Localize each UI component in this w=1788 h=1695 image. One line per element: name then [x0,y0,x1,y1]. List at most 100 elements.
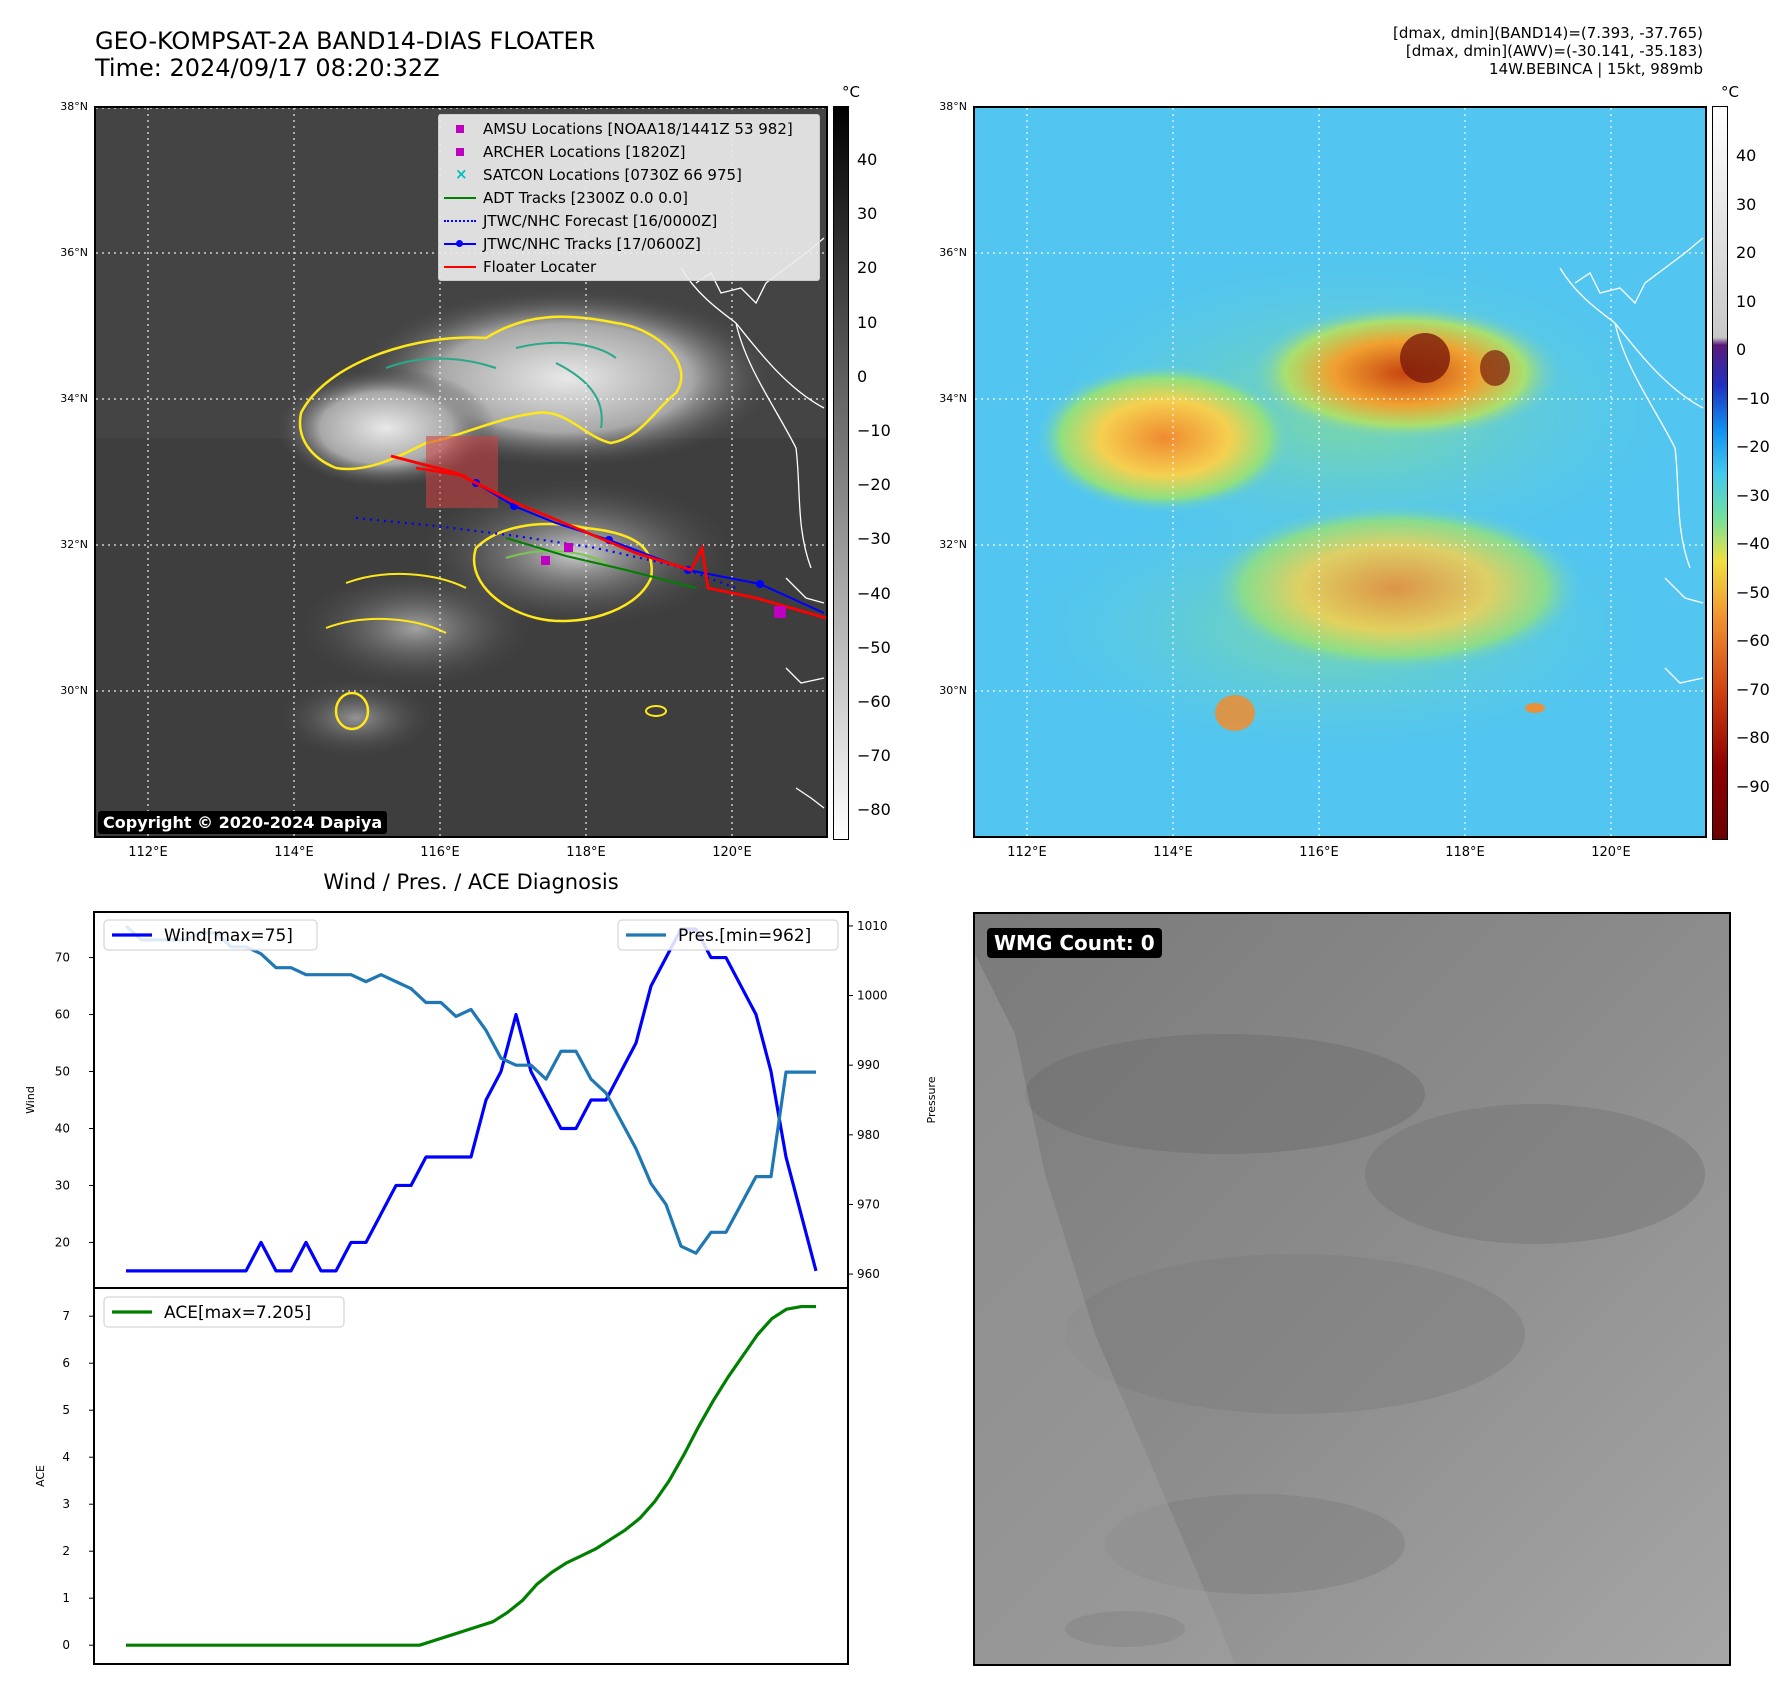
title-line-1: GEO-KOMPSAT-2A BAND14-DIAS FLOATER [95,27,596,55]
left-lon-120: 120°E [712,845,752,860]
coldest-core [1400,333,1450,383]
legend-row-amsu: AMSU Locations [NOAA18/1441Z 53 982] [439,117,819,140]
amsu-marker [541,556,550,565]
left-lat-34: 34°N [60,392,88,405]
pressure-tick-label: 970 [857,1197,880,1211]
right-colorbar-unit: °C [1721,83,1739,101]
right-colorbar-tick: 30 [1736,194,1757,214]
left-colorbar-tick: −20 [857,475,891,495]
colder-contour-north [385,341,617,429]
pressure-legend-box [617,919,839,951]
plot-title: GEO-KOMPSAT-2A BAND14-DIAS FLOATER Time:… [95,28,595,82]
left-colorbar-tick: −10 [857,421,891,440]
ace-tick-label: 1 [62,1591,70,1605]
legend-row-tracks: JTWC/NHC Tracks [17/0600Z] [439,232,819,255]
right-colorbar-tick: 40 [1736,146,1757,165]
ace-series-line [126,1304,816,1647]
wind-tick-label: 20 [55,1235,70,1249]
legend-row-adt: ADT Tracks [2300Z 0.0 0.0] [439,186,819,209]
ace-tick-label: 4 [62,1450,70,1464]
wind-axis-label: Wind [24,1086,37,1114]
legend-label-amsu: AMSU Locations [NOAA18/1441Z 53 982] [483,119,793,138]
left-colorbar [833,106,849,840]
floater-locater-line [390,454,826,620]
wmg-image [975,914,1729,1664]
right-lat-38: 38°N [939,100,967,113]
left-lat-36: 36°N [60,246,88,259]
legend-label-satcon: SATCON Locations [0730Z 66 975] [483,165,742,184]
left-colorbar-tick: −60 [857,692,891,711]
info-line-1: [dmax, dmin](BAND14)=(7.393, -37.765) [1392,24,1703,42]
legend-label-floater: Floater Locater [483,257,597,276]
left-colorbar-tick: −70 [857,746,891,766]
right-colorbar [1712,106,1728,840]
left-colorbar-tick: 0 [857,366,868,386]
ace-legend-label: ACE[max=7.205] [164,1303,311,1323]
cold-cloud-contour-south [472,522,653,623]
ace-legend-box [103,1296,345,1328]
left-colorbar-tick: −30 [857,529,891,549]
right-lon-112: 112°E [1007,845,1047,860]
right-colorbar-tick: −90 [1736,776,1770,796]
warm-region-south [1205,503,1585,673]
title-line-2: Time: 2024/09/17 08:20:32Z [95,54,440,82]
ace-tick-label: 6 [62,1356,70,1370]
pressure-axis-label: Pressure [925,1076,938,1123]
awv-map-panel [973,106,1707,838]
right-colorbar-tick: 20 [1736,243,1757,262]
awv-map-svg [975,108,1705,836]
wind-tick-label: 40 [55,1121,70,1135]
left-colorbar-tick: 40 [857,150,878,169]
wind-pressure-frame [93,911,849,1289]
legend-label-archer: ARCHER Locations [1820Z] [483,142,686,161]
right-colorbar-tick: −50 [1736,582,1770,602]
legend-label-adt: ADT Tracks [2300Z 0.0 0.0] [483,188,688,207]
wind-legend-label: Wind[max=75] [164,926,293,946]
legend-row-forecast: JTWC/NHC Forecast [16/0000Z] [439,209,819,232]
right-colorbar-tick: −70 [1736,679,1770,699]
legend-row-satcon: × SATCON Locations [0730Z 66 975] [455,164,742,184]
pressure-tick-label: 960 [857,1267,880,1281]
legend-row-floater: Floater Locater [439,255,819,278]
wind-tick-label: 70 [55,951,70,965]
right-colorbar-tick: 0 [1736,340,1747,359]
right-lon-114: 114°E [1153,845,1193,860]
pressure-tick-label: 980 [857,1128,880,1142]
right-lon-120: 120°E [1591,845,1631,860]
diagnosis-chart: 20 30 40 50 60 70 960 970 980 990 1000 1010 0 1 2 3 4 5 6 7… [24,911,938,1665]
legend-label-tracks: JTWC/NHC Tracks [17/0600Z] [483,234,701,253]
left-colorbar-tick: 30 [857,204,878,224]
pressure-tick-label: 1010 [857,919,888,933]
left-colorbar-unit: °C [842,83,860,101]
left-lon-114: 114°E [274,845,314,860]
ace-axis-label: ACE [34,1465,47,1487]
map-legend: AMSU Locations [NOAA18/1441Z 53 982] ARC… [438,114,820,281]
right-colorbar-tick: −20 [1736,437,1770,456]
wind-tick-label: 60 [55,1008,70,1022]
right-colorbar-tick: −30 [1736,485,1770,505]
ace-tick-label: 3 [62,1497,70,1511]
wmg-count-badge: WMG Count: 0 [987,928,1162,958]
right-lat-30: 30°N [939,684,967,697]
ace-tick-label: 7 [62,1309,70,1323]
legend-row-archer: ARCHER Locations [1820Z] [439,140,819,163]
right-colorbar-tick: −60 [1736,631,1770,650]
wmg-panel: WMG Count: 0 [973,912,1731,1666]
ace-tick-label: 5 [62,1403,70,1417]
ace-frame [93,1287,849,1665]
legend-label-forecast: JTWC/NHC Forecast [16/0000Z] [483,211,718,230]
adt-track-line [505,537,697,589]
left-lon-112: 112°E [128,845,168,860]
right-lon-116: 116°E [1299,845,1339,860]
ace-tick-label: 0 [62,1638,70,1652]
right-colorbar-tick: −80 [1736,728,1770,747]
left-colorbar-tick: 10 [857,312,878,332]
ace-tick-label: 2 [62,1544,70,1558]
left-colorbar-tick: −50 [857,637,891,657]
diagnosis-title: Wind / Pres. / ACE Diagnosis [323,870,619,894]
storm-info: [dmax, dmin](BAND14)=(7.393, -37.765) [d… [1393,24,1703,78]
archer-marker [564,543,573,552]
pressure-tick-label: 990 [857,1058,880,1072]
left-lat-38: 38°N [60,100,88,113]
right-colorbar-tick: 10 [1736,291,1757,311]
